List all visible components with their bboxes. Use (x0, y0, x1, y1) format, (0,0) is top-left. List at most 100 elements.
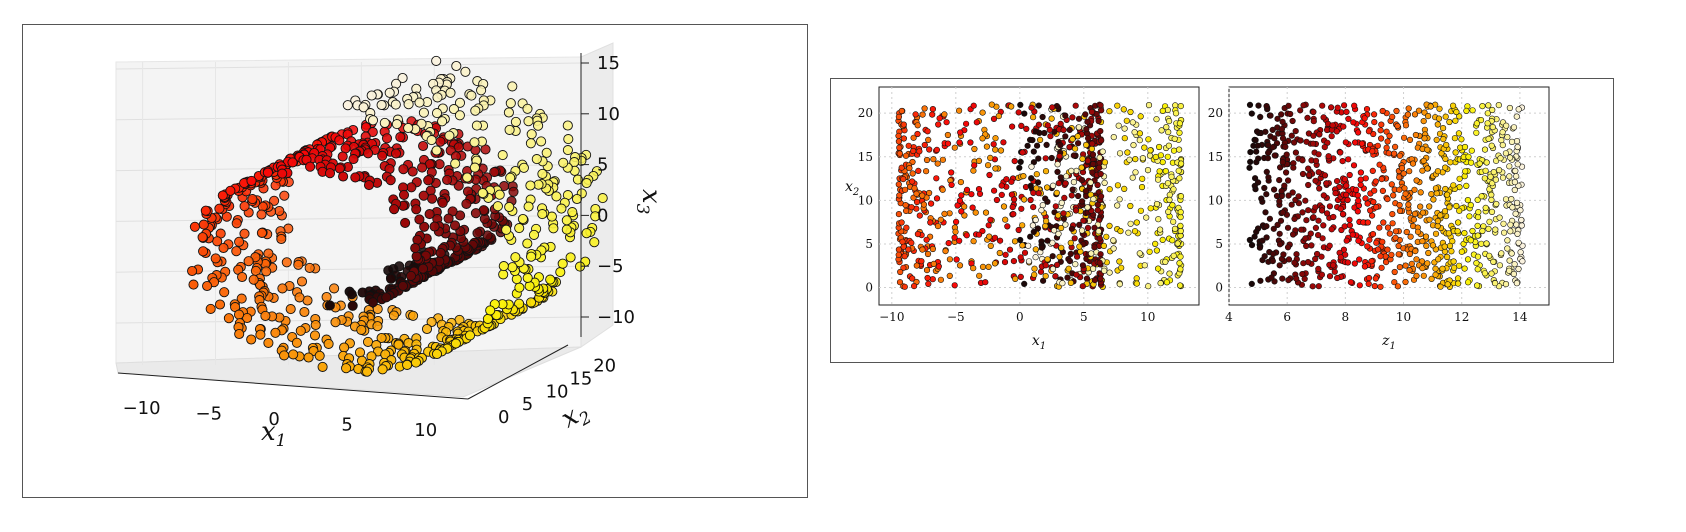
scatter-point (1377, 135, 1385, 142)
scatter-point (925, 136, 932, 144)
scatter-point (916, 148, 923, 155)
scatter-point (1117, 228, 1124, 235)
scatter-point (1044, 256, 1051, 263)
scatter-point (1391, 279, 1398, 286)
scatter-point (350, 172, 361, 183)
scatter-point (1058, 199, 1065, 206)
scatter-point (1047, 133, 1054, 140)
scatter-point (498, 261, 509, 272)
scatter-point (1121, 135, 1128, 142)
scatter-point (1147, 205, 1154, 212)
scatter-point (508, 186, 519, 197)
scatter-point (1021, 196, 1028, 203)
scatter-point (537, 168, 548, 179)
scatter-point (1462, 168, 1469, 175)
scatter-point (1033, 185, 1040, 192)
scatter-point (514, 223, 525, 234)
scatter-point (1041, 129, 1048, 137)
scatter-point (231, 246, 242, 257)
x2-tick-label: 10 (546, 381, 569, 402)
scatter-point (372, 321, 383, 332)
scatter-point (342, 100, 353, 111)
scatter-point (1298, 226, 1305, 233)
scatter-point (1079, 283, 1086, 290)
scatter-point (1474, 196, 1481, 203)
scatter-point (914, 130, 921, 138)
scatter-point (1263, 223, 1270, 230)
scatter-point (411, 251, 422, 262)
scatter-point (561, 224, 572, 235)
scatter-point (1445, 230, 1452, 237)
x2-axis-line (467, 344, 569, 400)
scatter-point (991, 187, 998, 194)
scatter-point (1037, 136, 1044, 144)
scatter-point (948, 181, 955, 188)
scatter-point (418, 140, 429, 152)
scatter-point (214, 299, 226, 310)
scatter-point (431, 348, 443, 360)
scatter-point (1384, 246, 1391, 253)
scatter-point (1341, 223, 1348, 230)
scatter-point (1378, 121, 1385, 128)
scatter-point (1446, 118, 1453, 126)
scatter-point (1000, 139, 1007, 146)
scatter-point (1400, 134, 1408, 141)
scatter-point (303, 352, 314, 363)
scatter-point (417, 162, 428, 173)
scatter-point (1019, 222, 1026, 229)
scatter-point (1449, 102, 1457, 109)
scatter-point (934, 160, 941, 167)
scatter-point (1310, 140, 1317, 147)
scatter-point (895, 113, 902, 121)
scatter-point (1145, 283, 1152, 290)
scatter-point (1403, 228, 1410, 236)
scatter-point (1514, 230, 1521, 237)
scatter-point (1453, 108, 1460, 116)
scatter-point (1055, 230, 1062, 237)
scatter-point (234, 236, 245, 247)
scatter-point (1427, 103, 1434, 110)
scatter-point (1412, 131, 1420, 139)
y-tick-label: 10 (858, 193, 873, 207)
scatter-point (900, 121, 907, 128)
scatter-point (1402, 262, 1409, 269)
scatter-point (1246, 101, 1254, 109)
scatter-point (1106, 186, 1113, 193)
scatter-point (1413, 177, 1420, 184)
scatter-point (1377, 253, 1384, 260)
scatter-point (1489, 106, 1496, 114)
scatter-point (1090, 195, 1097, 203)
scatter-point (1020, 172, 1027, 180)
scatter-point (1075, 140, 1082, 147)
scatter-point (1364, 243, 1371, 250)
scatter-point (1133, 275, 1140, 282)
scatter-point (1096, 164, 1103, 171)
scatter-point (925, 280, 932, 287)
scatter-point (1074, 253, 1081, 260)
scatter-point (1419, 238, 1426, 245)
scatter-point (197, 232, 208, 243)
scatter-point (1139, 155, 1147, 162)
scatter-point (973, 119, 980, 126)
scatter-point (376, 332, 387, 344)
scatter-point (1263, 168, 1270, 175)
scatter-point (1091, 277, 1099, 284)
scatter-point (1291, 139, 1298, 146)
scatter-point (1177, 253, 1184, 260)
scatter-point (1433, 136, 1440, 144)
scatter-point (935, 121, 942, 128)
scatter-point (975, 185, 983, 193)
scatter-point (1385, 150, 1392, 157)
scatter-point (896, 279, 904, 286)
scatter-point (1493, 200, 1500, 208)
scatter-point (305, 161, 316, 172)
scatter-point (296, 276, 308, 287)
scatter-point (1518, 216, 1525, 224)
scatter-point (1097, 170, 1104, 178)
scatter-point (1058, 244, 1065, 251)
scatter-point (454, 110, 465, 121)
scatter-point (1346, 216, 1353, 223)
scatter-point (1078, 164, 1085, 171)
scatter-point (1089, 151, 1097, 158)
scatter-point (469, 137, 480, 148)
